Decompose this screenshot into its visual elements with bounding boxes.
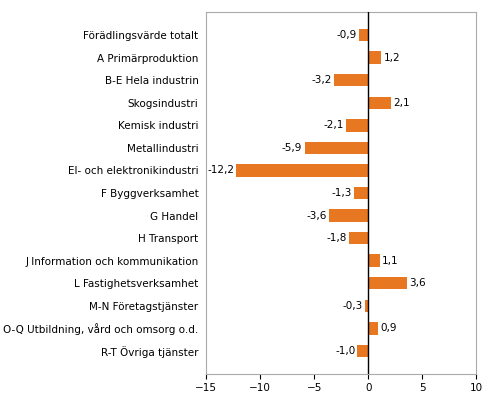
Bar	[354, 187, 368, 199]
Text: -12,2: -12,2	[207, 166, 234, 176]
Text: 0,9: 0,9	[380, 323, 397, 333]
Bar	[349, 232, 368, 244]
Text: -5,9: -5,9	[282, 143, 302, 153]
Bar	[346, 119, 368, 132]
Bar	[358, 29, 368, 41]
Text: 1,2: 1,2	[383, 53, 400, 63]
Text: 2,1: 2,1	[393, 98, 409, 108]
Text: 1,1: 1,1	[382, 256, 399, 266]
Text: -2,1: -2,1	[323, 120, 343, 130]
Text: 3,6: 3,6	[409, 278, 426, 288]
Text: -1,8: -1,8	[327, 233, 347, 243]
Bar	[237, 164, 368, 177]
Text: -3,2: -3,2	[311, 75, 331, 85]
Text: -3,6: -3,6	[307, 210, 327, 220]
Bar	[334, 74, 368, 86]
Bar	[357, 345, 368, 357]
Bar	[304, 142, 368, 154]
Bar	[368, 322, 378, 334]
Bar	[365, 300, 368, 312]
Text: -0,9: -0,9	[336, 30, 356, 40]
Bar	[329, 209, 368, 222]
Text: -0,3: -0,3	[343, 301, 363, 311]
Bar	[368, 254, 380, 267]
Text: -1,0: -1,0	[335, 346, 355, 356]
Bar	[368, 51, 381, 64]
Bar	[368, 97, 391, 109]
Bar	[368, 277, 407, 289]
Text: -1,3: -1,3	[332, 188, 352, 198]
